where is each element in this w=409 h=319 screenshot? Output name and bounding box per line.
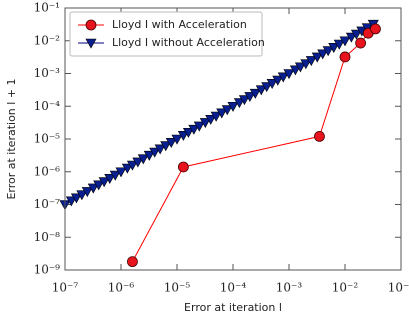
y-tick-label: 10⁻³ [34,66,61,80]
data-point [165,138,177,148]
y-tick-label: 10⁻⁹ [34,263,61,277]
data-point [350,29,362,40]
data-point [193,121,205,132]
data-point [70,193,82,204]
data-point [289,65,301,76]
data-point [143,150,155,161]
data-point [339,51,351,63]
y-tick-label: 10⁻⁸ [34,230,61,244]
y-tick-label: 10⁻⁷ [34,197,61,211]
legend-marker [85,19,97,31]
x-tick-label: 10⁻⁷ [52,281,79,295]
y-tick-label: 10⁻¹ [34,1,60,15]
data-point [370,23,381,35]
data-point [333,39,345,50]
data-point [283,69,295,80]
data-point [249,88,261,99]
data-point [126,160,138,171]
plot-frame [64,7,402,271]
legend-label: Lloyd I with Acceleration [112,18,247,31]
data-point [300,59,312,70]
data-point [322,46,334,57]
data-point [205,114,217,125]
x-tick-label: 10⁻² [332,281,359,295]
data-point [160,141,172,152]
data-point [355,37,367,49]
data-point [277,72,289,83]
data-point [345,32,357,43]
legend-marker [85,38,97,49]
data-point [266,79,278,89]
data-point [314,131,325,142]
data-point [115,167,127,178]
data-point [221,105,233,116]
data-point [177,161,189,173]
y-tick-label: 10⁻⁴ [34,99,61,113]
y-tick-label: 10⁻⁵ [34,132,61,146]
data-point [127,256,138,268]
data-point [182,128,194,138]
x-tick-label: 10⁻⁴ [220,281,247,295]
data-point [137,154,149,165]
data-point [311,52,323,63]
data-point [317,49,329,60]
y-axis-label: Error at iteration l + 1 [5,78,18,199]
data-point [339,36,351,47]
data-point [132,157,144,168]
legend-box [69,11,263,57]
data-point [216,108,228,119]
data-point [109,170,121,181]
y-tick-label: 10⁻² [34,33,61,47]
data-point [177,130,189,141]
data-point [305,56,317,67]
data-point [244,92,256,103]
data-point [199,118,211,129]
data-point [121,163,133,174]
data-point [272,75,284,86]
data-point [93,180,105,191]
data-point [227,101,239,112]
data-point [328,43,340,53]
x-tick-label: 10⁻³ [276,281,303,295]
data-point [188,124,200,135]
x-tick-label: 10⁻⁵ [164,281,191,295]
data-point [255,85,267,96]
data-point [171,134,183,145]
data-point [98,177,110,188]
data-point [149,147,161,158]
data-point [233,98,245,109]
data-point [104,174,116,184]
data-point [87,183,99,194]
x-tick-label: 10⁻¹ [388,281,409,295]
data-point [65,196,77,207]
data-point [261,82,273,93]
data-point [210,111,222,122]
legend-label: Lloyd I without Acceleration [112,36,265,49]
data-point [154,144,166,155]
x-axis-label: Error at iteration l [184,301,282,314]
x-tick-label: 10⁻⁶ [108,281,135,295]
data-point [294,62,306,73]
data-point [238,95,250,106]
y-tick-label: 10⁻⁶ [34,164,61,178]
data-point [81,187,93,198]
data-point [76,190,88,201]
